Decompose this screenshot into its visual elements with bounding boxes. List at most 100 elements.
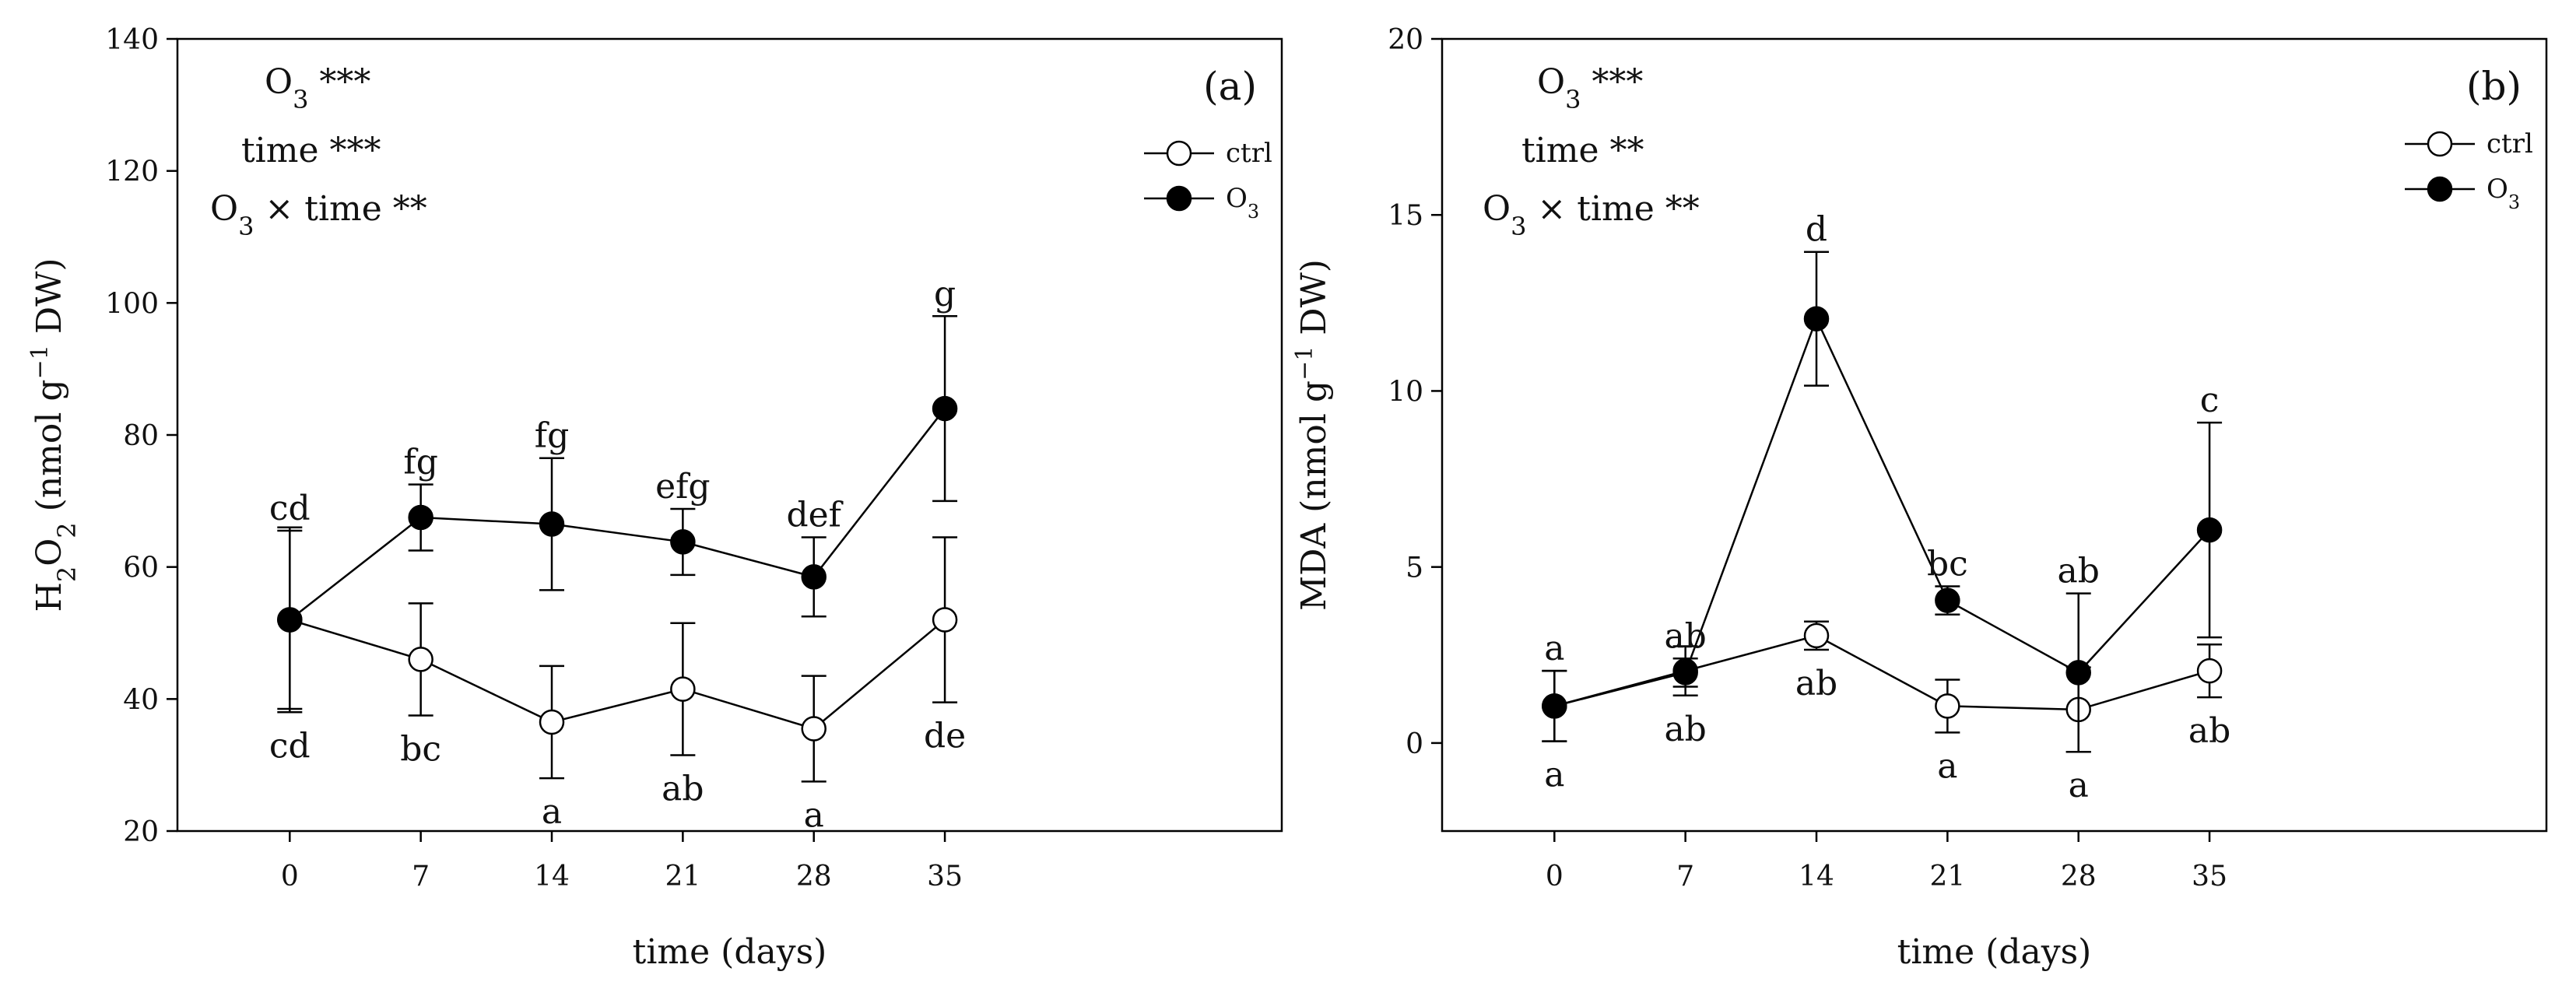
data-point [1935, 587, 1960, 613]
data-point [932, 395, 958, 422]
data-point [1803, 622, 1830, 649]
y-tick-label: 140 [105, 24, 159, 56]
data-point [1672, 660, 1698, 686]
x-axis-label: time (days) [633, 932, 827, 972]
significance-letter: a [1544, 756, 1564, 795]
legend-item-ctrl: ctrl [1144, 138, 1272, 169]
data-point [801, 564, 826, 590]
y-tick-label: 40 [123, 684, 159, 716]
significance-letter: cd [269, 726, 311, 766]
y-axis-label: H2O2 (nmol g−1 DW) [26, 258, 82, 612]
legend-label: ctrl [1226, 138, 1272, 169]
significance-letter: de [924, 717, 966, 756]
data-point [1935, 693, 1960, 719]
legend-marker [2427, 176, 2453, 202]
significance-line: O3 × time ** [210, 189, 427, 241]
data-point [408, 504, 433, 531]
x-tick-label: 0 [1546, 861, 1563, 893]
significance-letter: def [786, 495, 843, 535]
data-point [2196, 517, 2223, 543]
significance-letter: ab [1664, 710, 1706, 749]
series-o3: a ab d bc ab c [1542, 210, 2223, 753]
x-tick-label: 7 [1676, 861, 1694, 893]
panel-label: (a) [1203, 64, 1257, 109]
plot-frame [1441, 37, 2548, 833]
significance-letter: a [2069, 766, 2089, 805]
legend-label: O3 [1226, 183, 1259, 223]
chart-panel-a: 20 40 60 80 100 120 140 0 7 14 21 28 35 time (days) H2… [26, 24, 1283, 972]
significance-letter: ab [1664, 616, 1706, 656]
significance-letter: a [542, 792, 562, 832]
significance-line: time *** [241, 131, 381, 170]
y-tick-label: 80 [123, 420, 159, 452]
significance-line: time ** [1521, 131, 1644, 170]
x-tick-label: 35 [2192, 861, 2227, 893]
series-line [1553, 316, 2211, 707]
panel-label: (b) [2466, 64, 2522, 109]
series-o3: cd fg fg efg def g [269, 274, 958, 710]
data-point [2065, 660, 2091, 686]
chart-panel-b: 0 5 10 15 20 0 7 14 21 28 35 time (days) MDA (nmol g… [1291, 24, 2548, 972]
y-tick-label: 60 [123, 552, 159, 584]
significance-letter: ab [2058, 552, 2100, 591]
y-tick-label: 15 [1388, 200, 1423, 232]
y-tick-label: 20 [123, 816, 159, 848]
significance-letter: fg [403, 443, 437, 482]
significance-letter: efg [655, 467, 711, 507]
x-axis-label: time (days) [1897, 932, 2092, 972]
legend-item-ctrl: ctrl [2405, 128, 2533, 160]
x-tick-label: 14 [534, 861, 570, 893]
data-point [539, 709, 565, 735]
data-point [1803, 306, 1830, 331]
significance-letter: g [934, 274, 956, 314]
significance-letter: cd [269, 489, 311, 528]
x-tick-label: 21 [665, 861, 700, 893]
legend-marker [2427, 131, 2453, 157]
data-point [277, 607, 303, 633]
significance-letter: a [1544, 629, 1564, 668]
y-tick-label: 20 [1388, 24, 1423, 56]
legend-marker [1166, 140, 1192, 167]
significance-letter: a [1937, 746, 1957, 786]
series-line [289, 619, 946, 730]
significance-letter: ab [2188, 711, 2230, 751]
data-point [670, 529, 696, 555]
significance-letter: ab [1795, 664, 1837, 703]
legend-item-o3: O3 [2405, 174, 2520, 213]
significance-letter: bc [400, 730, 441, 770]
data-point [670, 676, 696, 702]
x-tick-label: 7 [412, 861, 430, 893]
significance-letter: d [1806, 210, 1827, 250]
data-point [539, 511, 565, 537]
x-tick-label: 14 [1799, 861, 1834, 893]
significance-line: O3 *** [1537, 62, 1643, 114]
legend-label: O3 [2487, 174, 2520, 213]
x-tick-label: 35 [927, 861, 963, 893]
legend-marker [1166, 185, 1192, 212]
series-line [1553, 634, 2210, 711]
y-tick-label: 100 [105, 288, 159, 320]
y-tick-label: 120 [105, 156, 159, 188]
legend-item-o3: O3 [1144, 183, 1259, 223]
x-tick-label: 28 [2061, 861, 2097, 893]
data-point [801, 716, 826, 742]
y-tick-label: 10 [1388, 376, 1423, 408]
y-axis-label: MDA (nmol g−1 DW) [1291, 259, 1335, 611]
legend-label: ctrl [2487, 128, 2533, 160]
data-point [932, 607, 958, 633]
significance-letter: c [2200, 381, 2220, 420]
data-point [408, 647, 433, 672]
x-tick-label: 0 [281, 861, 299, 893]
significance-letter: bc [1927, 545, 1968, 584]
series-ctrl: a ab ab a a ab [1542, 620, 2230, 805]
significance-letter: a [804, 795, 824, 835]
series-ctrl: cd bc a ab a de [269, 526, 966, 835]
significance-line: O3 *** [265, 62, 370, 114]
significance-letter: ab [662, 769, 704, 808]
x-tick-label: 21 [1929, 861, 1965, 893]
data-point [1542, 693, 1567, 719]
series-line [289, 408, 946, 621]
y-tick-label: 5 [1406, 552, 1423, 584]
significance-line: O3 × time ** [1483, 189, 1700, 241]
